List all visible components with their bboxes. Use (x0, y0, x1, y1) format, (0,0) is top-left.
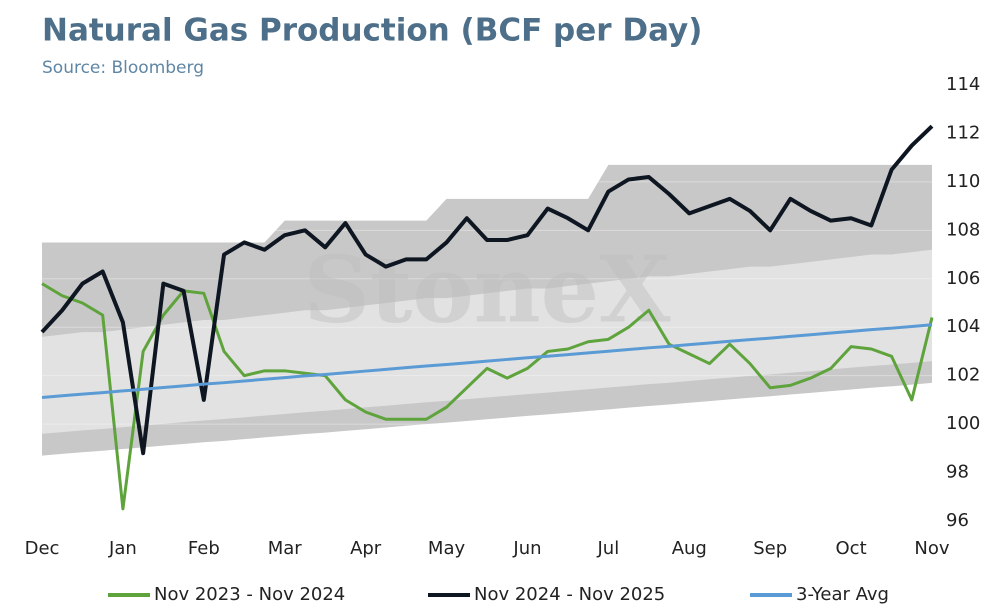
legend-label: Nov 2024 - Nov 2025 (474, 584, 665, 605)
y-tick-label: 112 (946, 122, 980, 143)
chart-subtitle: Source: Bloomberg (42, 58, 204, 78)
x-tick-label: May (428, 538, 466, 559)
series-line (40, 124, 934, 456)
x-tick-label: Jul (597, 538, 620, 559)
y-tick-label: 100 (946, 413, 980, 434)
y-tick-label: 102 (946, 365, 980, 386)
y-tick-label: 110 (946, 171, 980, 192)
x-tick-label: Oct (836, 538, 867, 559)
series-line (41, 282, 934, 511)
x-tick-label: Mar (268, 538, 303, 559)
y-tick-label: 104 (946, 316, 980, 337)
y-tick-label: 98 (946, 462, 969, 483)
series-line (41, 323, 933, 399)
x-tick-label: Jan (108, 538, 137, 559)
x-tick-label: Dec (25, 538, 60, 559)
x-tick-label: Apr (350, 538, 382, 559)
x-tick-label: Nov (914, 538, 949, 559)
x-tick-label: Sep (753, 538, 787, 559)
range-band (42, 249, 932, 434)
chart-title: Natural Gas Production (BCF per Day) (42, 13, 702, 49)
y-tick-label: 114 (946, 74, 980, 95)
x-tick-label: Feb (188, 538, 220, 559)
legend-label: Nov 2023 - Nov 2024 (154, 584, 345, 605)
y-tick-label: 106 (946, 268, 980, 289)
watermark: StoneX (303, 236, 671, 344)
x-tick-label: Aug (672, 538, 707, 559)
y-tick-label: 96 (946, 510, 969, 531)
x-tick-label: Jun (512, 538, 541, 559)
y-tick-label: 108 (946, 219, 980, 240)
legend-label: 3-Year Avg (796, 584, 889, 605)
